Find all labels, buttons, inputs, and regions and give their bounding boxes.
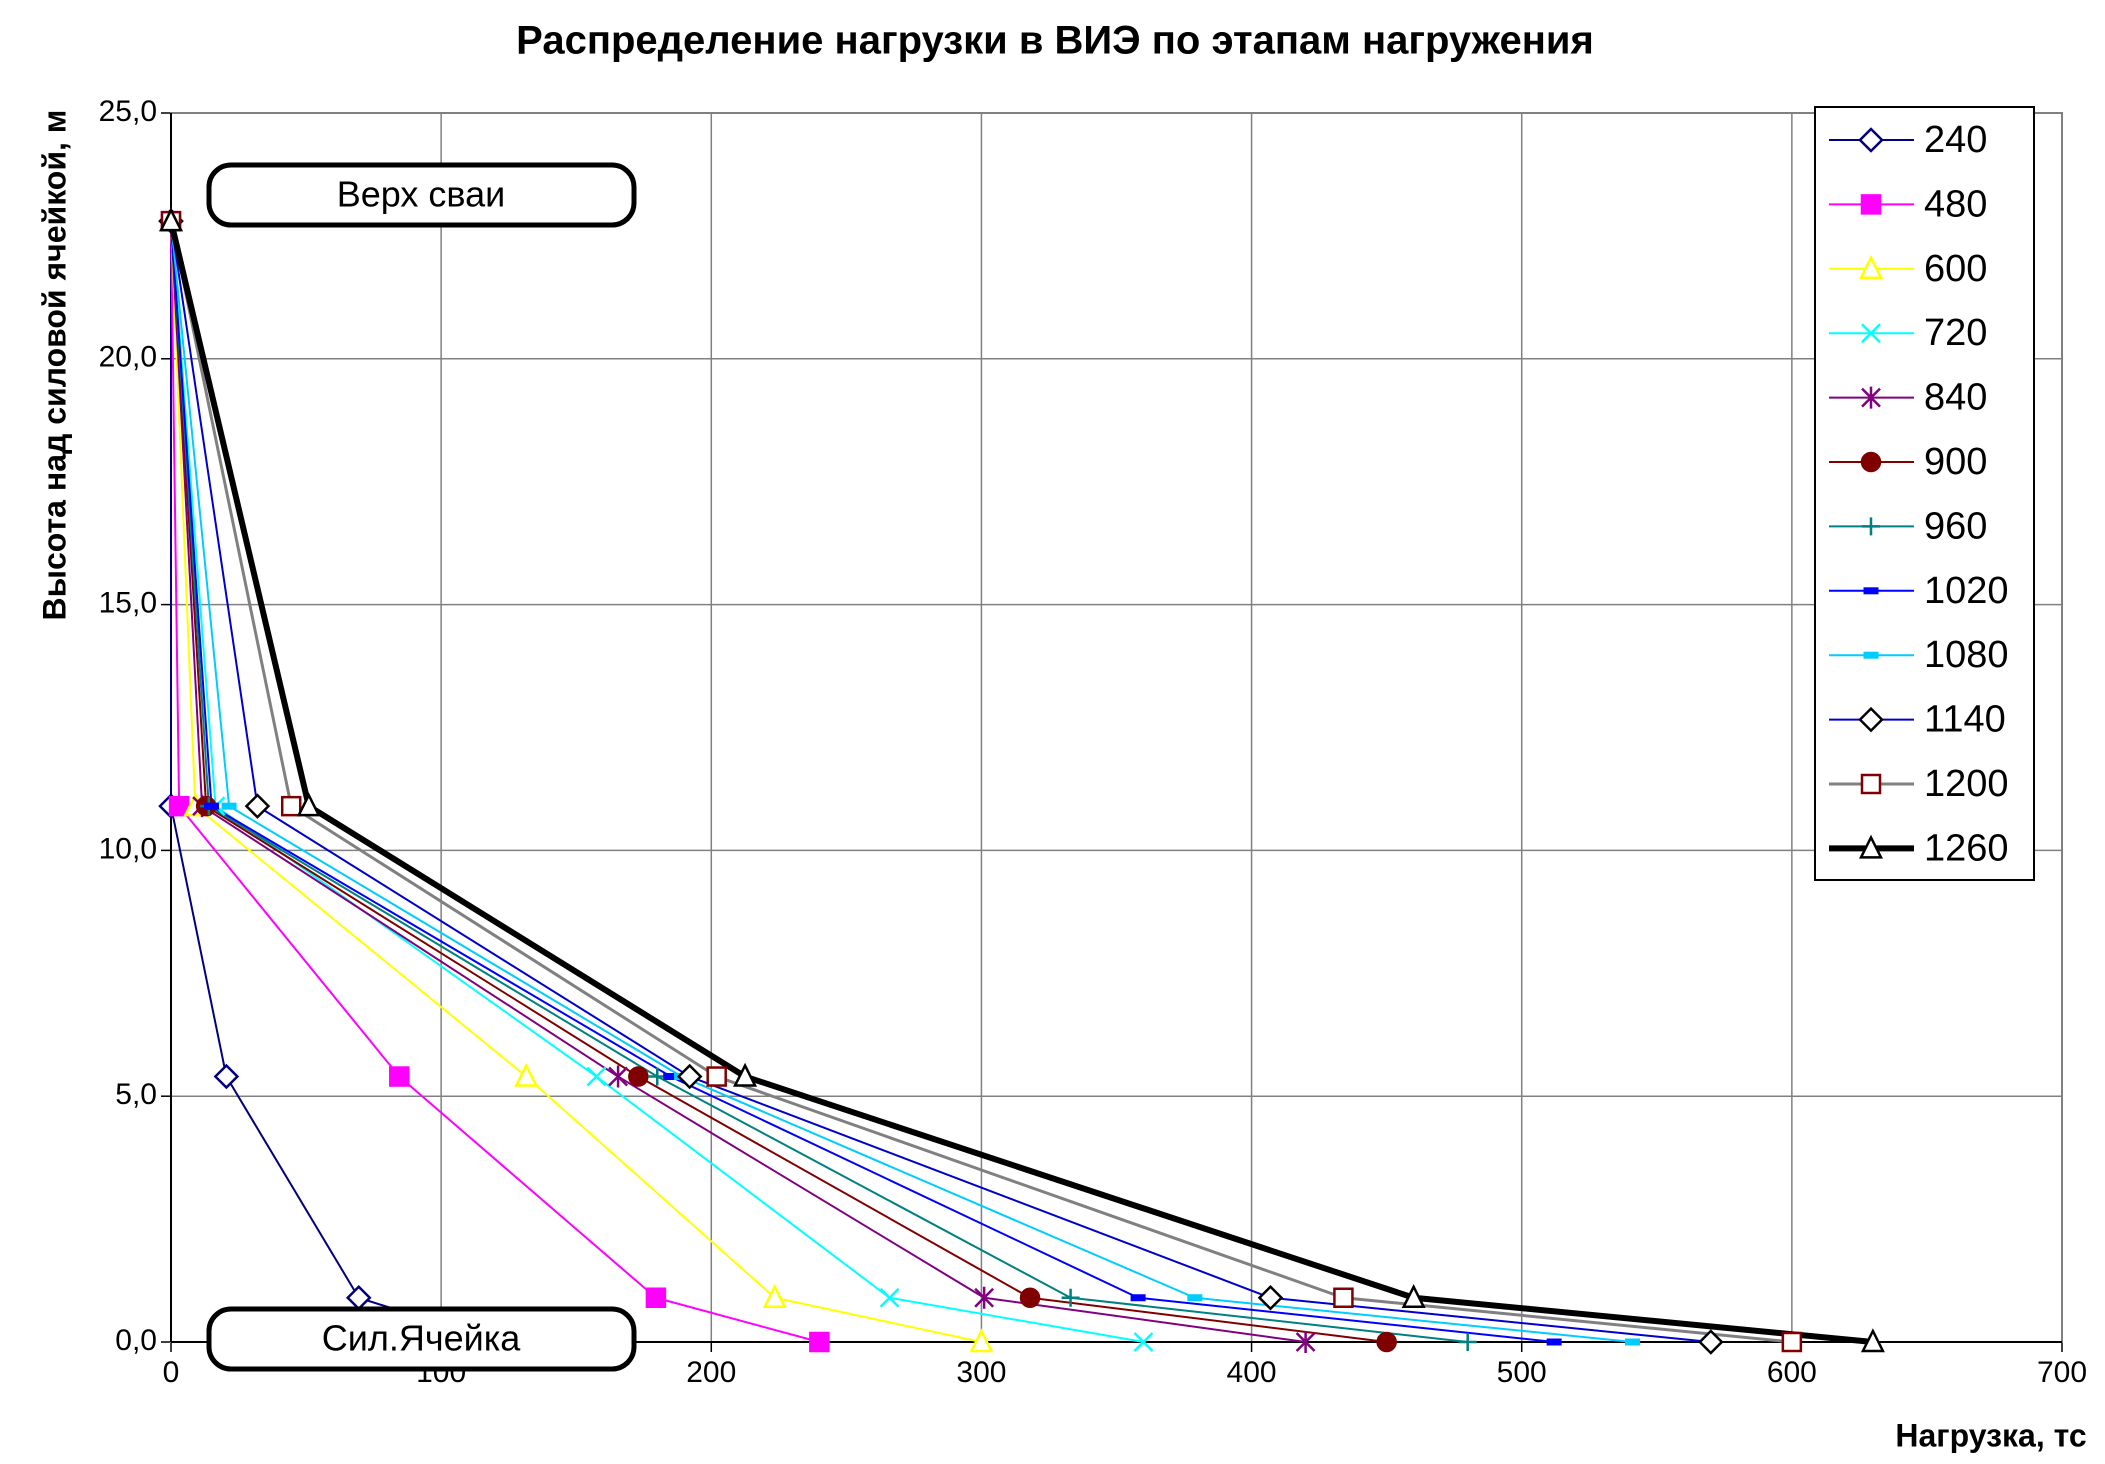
y-tick-label: 5,0 — [115, 1078, 157, 1111]
series-line — [170, 221, 1468, 1343]
annotation: Верх сваи — [337, 174, 506, 215]
x-tick-label: 300 — [956, 1356, 1006, 1389]
legend-marker — [1858, 834, 1884, 859]
marker — [1781, 1331, 1803, 1353]
marker — [706, 1066, 727, 1087]
chart-title: Распределение нагрузки в ВИЭ по этапам н… — [516, 19, 1594, 63]
marker — [1333, 1287, 1354, 1309]
legend-label: 1080 — [1924, 634, 2009, 676]
x-axis-label: Нагрузка, тс — [1895, 1417, 2086, 1453]
marker — [1187, 1294, 1203, 1302]
marker — [345, 1284, 372, 1311]
legend-label: 720 — [1924, 312, 1987, 354]
marker — [1546, 1338, 1562, 1346]
marker — [1401, 1283, 1426, 1309]
y-tick-label: 10,0 — [99, 832, 157, 865]
y-tick-label: 15,0 — [99, 587, 157, 620]
marker — [1860, 1328, 1885, 1353]
legend-marker — [1858, 127, 1884, 153]
series-line — [168, 220, 1874, 1345]
marker — [1133, 1332, 1154, 1352]
series-line — [170, 221, 1306, 1343]
x-tick-label: 400 — [1227, 1356, 1277, 1389]
series-line — [170, 221, 1711, 1343]
x-tick-label: 700 — [2037, 1356, 2087, 1389]
plot-frame — [170, 112, 2063, 1343]
marker — [809, 1331, 830, 1353]
marker — [389, 1066, 410, 1087]
x-tick-label: 600 — [1767, 1356, 1817, 1389]
marker — [296, 792, 321, 817]
y-axis-label: Высота над силовой ячейкой, м — [36, 110, 72, 621]
y-tick-label: 0,0 — [115, 1324, 157, 1357]
marker — [1458, 1333, 1477, 1351]
legend-label: 900 — [1924, 441, 1987, 483]
marker — [244, 793, 271, 819]
y-tick-label: 25,0 — [99, 95, 157, 128]
legend-label: 480 — [1924, 183, 1987, 225]
legend-marker — [1862, 517, 1880, 536]
marker — [1376, 1331, 1397, 1353]
marker — [628, 1066, 649, 1087]
series-line — [170, 221, 1144, 1343]
legend-label: 240 — [1924, 119, 1987, 161]
legend-marker — [1861, 323, 1881, 344]
marker — [158, 207, 184, 232]
marker — [1257, 1284, 1284, 1311]
marker — [608, 1065, 628, 1088]
legend-box — [1814, 106, 2035, 881]
marker — [1061, 1288, 1080, 1307]
annotation-box — [206, 1306, 637, 1372]
legend-label: 1140 — [1924, 699, 2006, 741]
legend-marker — [1860, 194, 1882, 215]
marker — [280, 795, 302, 817]
legend-marker — [1863, 587, 1879, 595]
marker — [676, 1063, 703, 1090]
legend-label: 1020 — [1924, 570, 2009, 612]
legend-marker — [1861, 386, 1881, 409]
legend-label: 1260 — [1924, 827, 2009, 869]
marker — [762, 1283, 787, 1309]
x-tick-label: 200 — [686, 1356, 736, 1389]
legend-marker — [1860, 773, 1882, 795]
marker — [514, 1062, 539, 1087]
marker — [648, 1067, 667, 1086]
legend-label: 600 — [1924, 248, 1987, 290]
legend-marker — [1863, 651, 1879, 659]
marker — [974, 1286, 995, 1309]
marker — [969, 1328, 994, 1353]
marker — [645, 1287, 667, 1309]
marker — [586, 1066, 607, 1087]
marker — [204, 802, 220, 810]
series-line — [170, 221, 982, 1343]
legend-marker — [1858, 706, 1884, 733]
legend-marker — [1860, 451, 1882, 473]
marker — [1295, 1331, 1316, 1353]
series-line — [170, 221, 820, 1343]
marker — [1624, 1338, 1640, 1346]
legend-label: 1200 — [1924, 763, 2009, 805]
y-tick-label: 20,0 — [99, 341, 157, 374]
marker — [168, 795, 190, 817]
marker — [213, 1063, 240, 1090]
marker — [879, 1287, 900, 1308]
series-line — [170, 221, 499, 1343]
series-line — [170, 221, 1555, 1343]
legend-label: 840 — [1924, 377, 1987, 419]
marker — [1698, 1329, 1724, 1355]
series-line — [170, 221, 1633, 1343]
annotation: Сил.Ячейка — [322, 1318, 522, 1359]
marker — [1019, 1287, 1041, 1309]
x-tick-label: 500 — [1497, 1356, 1547, 1389]
x-tick-label: 0 — [163, 1356, 180, 1389]
annotation-box — [206, 162, 637, 228]
marker — [733, 1062, 758, 1087]
legend-label: 960 — [1924, 505, 1987, 547]
legend-marker — [1858, 255, 1884, 280]
marker — [221, 802, 237, 810]
marker — [1130, 1294, 1146, 1302]
